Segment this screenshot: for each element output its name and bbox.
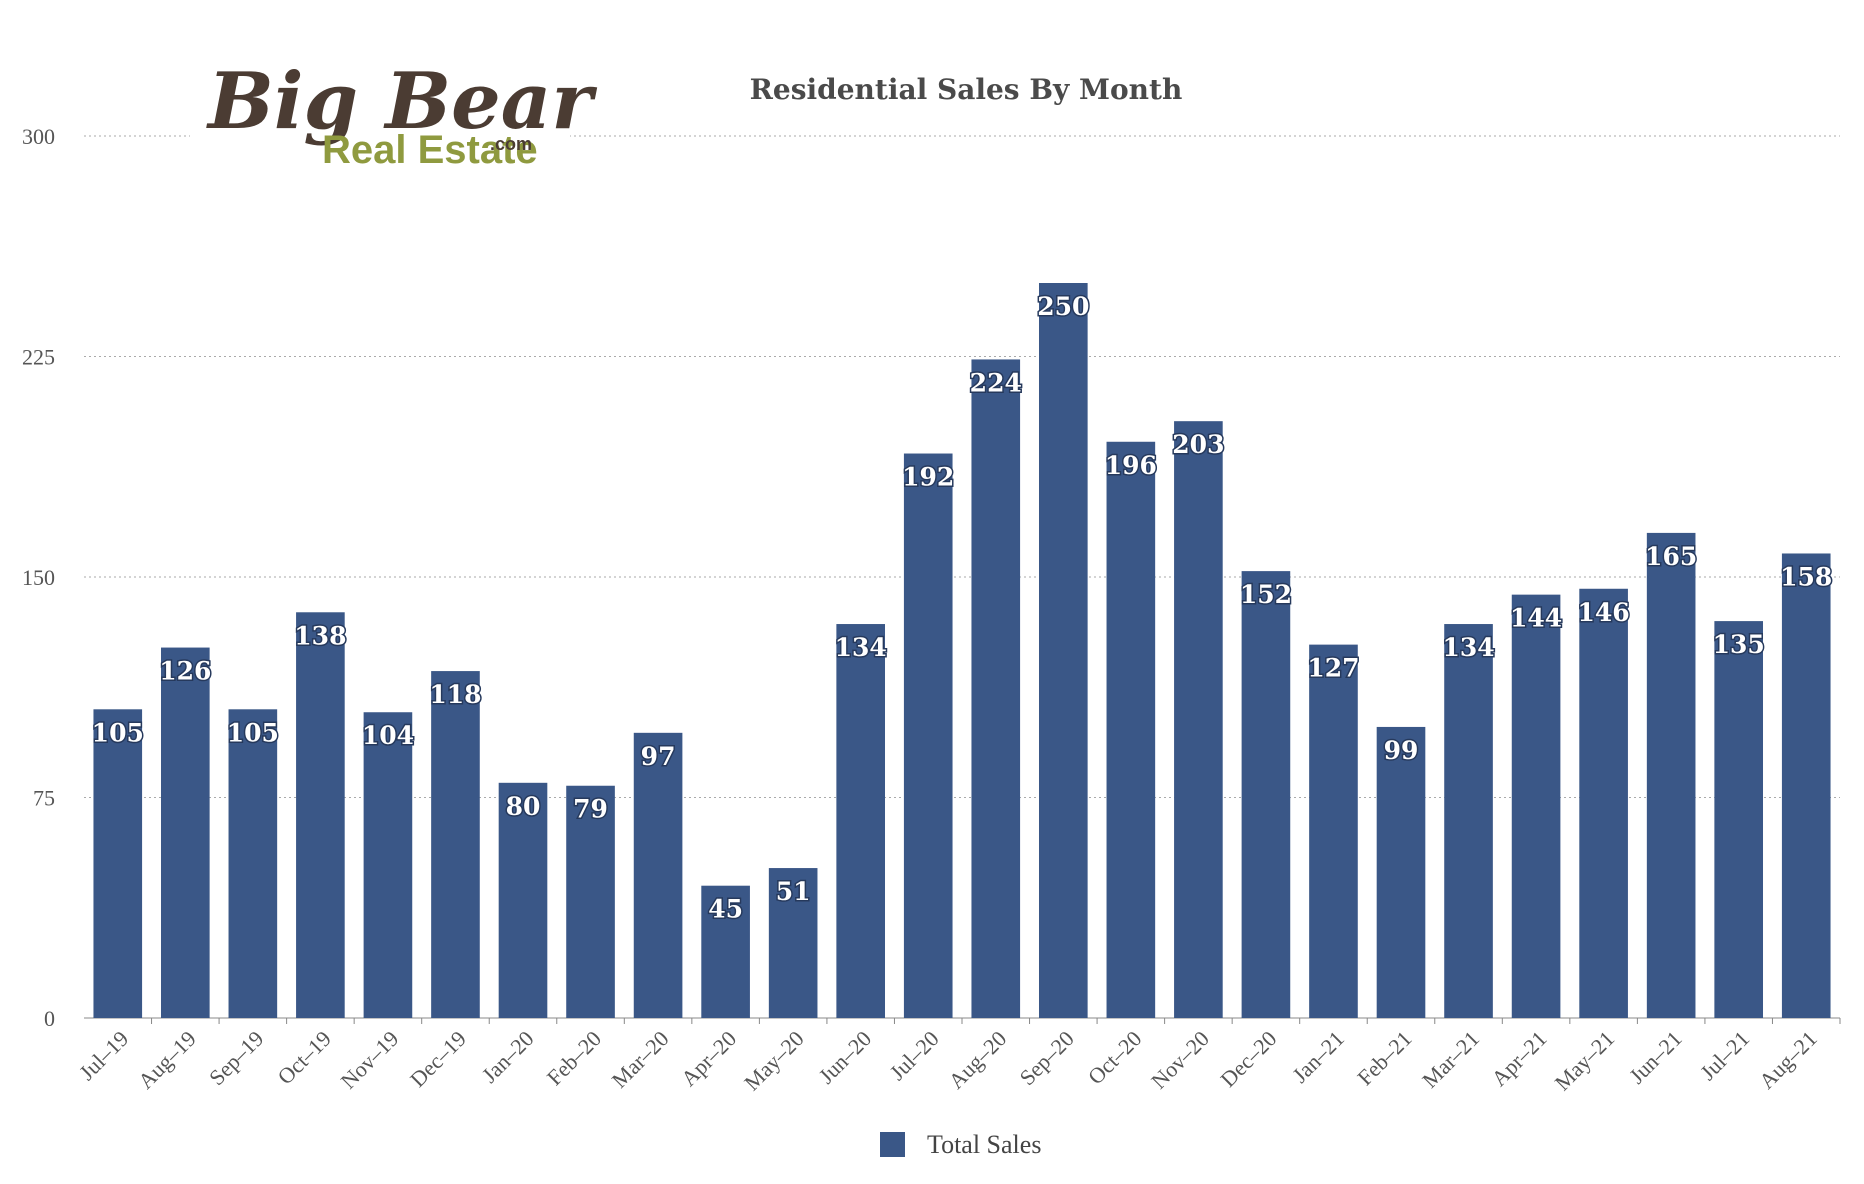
data-label: 51 (776, 877, 811, 906)
y-tick-label: 75 (33, 786, 55, 811)
y-tick-label: 150 (22, 565, 55, 590)
data-label: 152 (1240, 580, 1292, 609)
bar[interactable] (701, 885, 750, 1018)
legend[interactable]: Total Sales (880, 1130, 1041, 1159)
bar[interactable] (768, 868, 818, 1018)
x-tick-label: Dec–20 (1215, 1026, 1281, 1092)
data-label: 196 (1105, 451, 1157, 480)
x-tick-label: Oct–19 (272, 1026, 335, 1089)
gridlines (84, 135, 1840, 1019)
data-labels: 105 126 105 138 104 118 80 79 97 45 51 134 192 224 250… (90, 291, 1834, 926)
data-label: 192 (902, 463, 954, 492)
x-tick-label: Jul–19 (74, 1026, 133, 1085)
data-label: 45 (708, 895, 743, 924)
x-tick-label: May–21 (1550, 1026, 1620, 1096)
x-tick-label: Apr–21 (1486, 1026, 1551, 1091)
bar[interactable] (1444, 624, 1493, 1018)
bar[interactable] (93, 709, 143, 1018)
data-label: 138 (294, 621, 346, 650)
chart-title: Residential Sales By Month (750, 73, 1183, 106)
x-tick-label: Sep–20 (1014, 1026, 1078, 1090)
x-tick-label: Aug–20 (943, 1026, 1011, 1094)
x-axis: Jul–19 Aug–19 Sep–19 Oct–19 Nov–19 Dec–19 Jan–… (74, 1018, 1841, 1096)
x-tick-label: Jul–20 (885, 1026, 944, 1085)
data-label: 144 (1510, 604, 1562, 633)
data-label: 127 (1307, 654, 1359, 683)
legend-swatch (880, 1132, 905, 1157)
x-tick-label: May–20 (739, 1026, 809, 1096)
data-label: 158 (1780, 562, 1832, 591)
data-label: 250 (1037, 292, 1089, 321)
bar[interactable] (836, 624, 886, 1018)
bar[interactable] (903, 453, 953, 1018)
logo: Big Bear Real Estate .com (190, 56, 597, 176)
x-tick-label: Apr–20 (676, 1026, 741, 1091)
x-tick-label: Oct–20 (1083, 1026, 1146, 1089)
x-tick-label: Jan–20 (477, 1026, 539, 1088)
y-tick-label: 0 (44, 1006, 55, 1031)
bars (93, 283, 1831, 1018)
data-label: 134 (1442, 633, 1494, 662)
bar[interactable] (1579, 588, 1628, 1018)
logo-text-real-estate: Real Estate (322, 128, 538, 172)
data-label: 134 (835, 633, 887, 662)
x-tick-label: Jul–21 (1695, 1026, 1754, 1085)
data-label: 105 (227, 718, 279, 747)
data-label: 118 (429, 680, 481, 709)
data-label: 126 (159, 657, 211, 686)
y-axis: 0 75 150 225 300 (22, 124, 55, 1031)
y-tick-label: 300 (22, 124, 55, 149)
data-label: 224 (970, 368, 1022, 397)
data-label: 80 (506, 792, 541, 821)
x-tick-label: Dec–19 (405, 1026, 471, 1092)
y-tick-label: 225 (22, 345, 55, 370)
bar[interactable] (228, 709, 278, 1018)
bar[interactable] (566, 785, 615, 1018)
legend-label: Total Sales (927, 1130, 1041, 1159)
x-tick-label: Mar–21 (1417, 1026, 1484, 1093)
bar[interactable] (1714, 621, 1764, 1018)
bar[interactable] (1376, 726, 1426, 1018)
x-tick-label: Nov–20 (1146, 1026, 1214, 1094)
bar[interactable] (1511, 594, 1561, 1018)
x-tick-label: Jun–20 (814, 1026, 877, 1089)
bar[interactable] (1309, 644, 1358, 1018)
x-tick-label: Aug–19 (133, 1026, 201, 1094)
bar[interactable] (431, 671, 480, 1018)
x-tick-label: Sep–19 (204, 1026, 268, 1090)
data-label: 97 (641, 742, 676, 771)
bar[interactable] (971, 359, 1021, 1018)
x-tick-label: Nov–19 (336, 1026, 404, 1094)
logo-text-com: .com (490, 134, 532, 154)
bar[interactable] (1038, 283, 1088, 1018)
bar[interactable] (1106, 441, 1156, 1018)
data-label: 135 (1713, 630, 1765, 659)
x-tick-label: Feb–21 (1352, 1026, 1416, 1090)
bar[interactable] (1174, 421, 1223, 1018)
data-label: 146 (1578, 598, 1630, 627)
data-label: 99 (1384, 736, 1419, 765)
bar[interactable] (1781, 553, 1831, 1018)
bar[interactable] (633, 732, 683, 1018)
data-label: 105 (92, 718, 144, 747)
data-label: 79 (573, 795, 608, 824)
bar[interactable] (160, 647, 210, 1018)
bar[interactable] (498, 782, 548, 1018)
bar[interactable] (296, 612, 345, 1018)
x-tick-label: Feb–20 (542, 1026, 606, 1090)
data-label: 165 (1645, 542, 1697, 571)
x-tick-label: Jun–21 (1624, 1026, 1687, 1089)
logo-text-big-bear: Big Bear (206, 56, 597, 147)
data-label: 203 (1172, 430, 1224, 459)
data-label: 104 (362, 721, 414, 750)
bar[interactable] (363, 712, 413, 1018)
x-tick-label: Mar–20 (607, 1026, 674, 1093)
bar[interactable] (1241, 571, 1291, 1018)
x-tick-label: Jan–21 (1287, 1026, 1349, 1088)
x-tick-label: Aug–21 (1754, 1026, 1822, 1094)
bar[interactable] (1646, 532, 1696, 1018)
